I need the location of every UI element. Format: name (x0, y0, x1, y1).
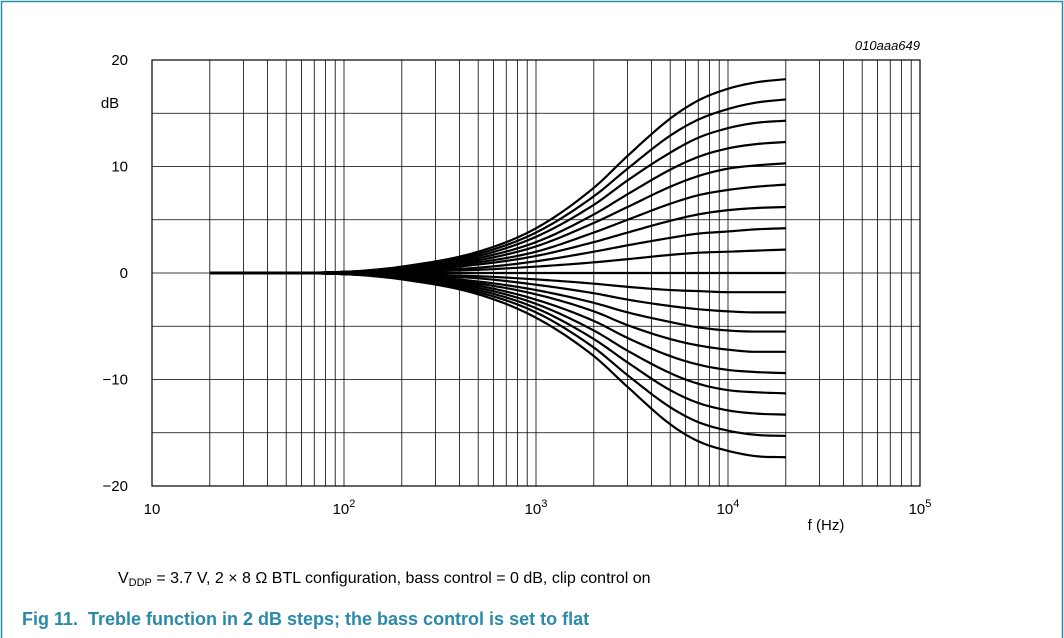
x-tick-label: 105 (909, 498, 932, 518)
treble-curve-18 (209, 271, 786, 459)
treble-curve-12 (209, 271, 786, 333)
treble-curve-1 (209, 98, 786, 275)
figure-title-text: Treble function in 2 dB steps; the bass … (88, 609, 590, 629)
y-tick-label: 0 (120, 265, 128, 282)
treble-curve-4 (209, 162, 786, 275)
condition-caption: VDDP = 3.7 V, 2 × 8 Ω BTL configuration,… (118, 570, 651, 589)
treble-curve-6 (209, 205, 786, 275)
treble-curve-14 (209, 271, 786, 375)
y-tick-label: −10 (103, 372, 128, 389)
axes (151, 59, 921, 487)
figure-number: Fig 11. (22, 609, 79, 629)
y-tick-label: 20 (111, 52, 128, 69)
y-tick-label: −20 (103, 478, 128, 495)
figure-id-code: 010aaa649 (855, 38, 920, 53)
y-axis-label: dB (101, 95, 119, 112)
treble-curve-17 (209, 271, 786, 438)
plot-area-border (151, 59, 921, 487)
treble-curve-5 (209, 183, 786, 275)
x-axis-label: f (Hz) (808, 517, 845, 534)
y-tick-label: 10 (111, 159, 128, 176)
treble-curve-2 (209, 119, 786, 275)
tick-labels: 20 10 0 −10 −20 10 102 103 104 105 (103, 52, 932, 518)
x-tick-label: 102 (333, 498, 356, 518)
condition-text: = 3.7 V, 2 × 8 Ω BTL configuration, bass… (151, 570, 651, 587)
figure-title: Fig 11. Treble function in 2 dB steps; th… (22, 609, 589, 630)
chart: 20 10 0 −10 −20 10 102 103 104 105 dB f (Hz) 010a… (101, 38, 932, 534)
vddp-symbol: V (118, 570, 129, 587)
x-tick-label: 10 (144, 501, 161, 518)
x-tick-label: 104 (717, 498, 740, 518)
curves (209, 78, 786, 459)
treble-curve-16 (209, 271, 786, 416)
vddp-subscript: DDP (128, 577, 152, 589)
x-tick-label: 103 (525, 498, 548, 518)
